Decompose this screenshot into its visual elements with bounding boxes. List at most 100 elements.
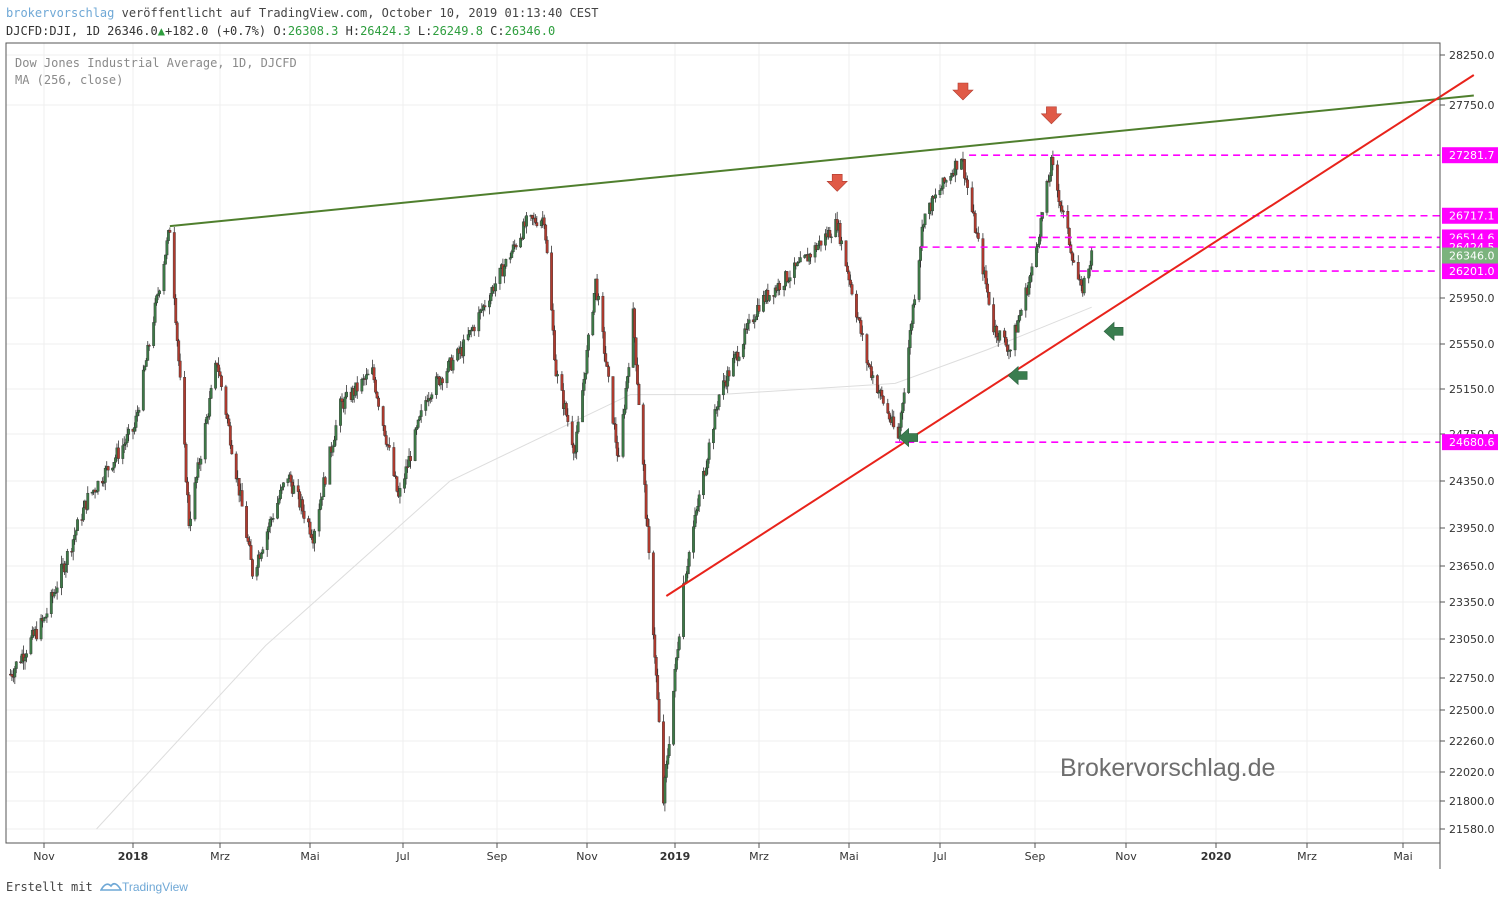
- candle-up: [585, 349, 589, 374]
- candle-down: [757, 305, 761, 312]
- candle-up: [279, 489, 282, 499]
- candle-down: [1079, 279, 1083, 286]
- candle-down: [544, 224, 548, 241]
- candle-down: [296, 485, 300, 492]
- candle-up: [627, 367, 631, 377]
- candle-down: [972, 211, 976, 214]
- last-price-tag: [1442, 247, 1498, 264]
- candle-up: [334, 425, 338, 441]
- tradingview-logo-icon[interactable]: [99, 880, 123, 894]
- candle-down: [859, 320, 863, 334]
- candle-up: [704, 467, 708, 476]
- candle-up: [331, 446, 335, 453]
- candle-down: [308, 521, 312, 535]
- candle-down: [973, 213, 977, 233]
- price-tick-label: 21800.0: [1449, 795, 1495, 808]
- candle-down: [886, 403, 890, 414]
- time-tick-label: Nov: [1115, 850, 1137, 863]
- candle-up: [466, 334, 470, 340]
- candle-up: [713, 409, 717, 430]
- candle-down: [846, 265, 849, 272]
- candle-up: [403, 478, 406, 489]
- resistance-trendline: [169, 94, 1474, 228]
- price-tick-label: 22500.0: [1449, 704, 1495, 717]
- author-name[interactable]: brokervorschlag: [6, 6, 115, 20]
- candle-down: [866, 362, 870, 365]
- candle-up: [419, 410, 423, 417]
- time-axis[interactable]: Nov 2018 Mrz Mai Jul Sep Nov 2019 Mrz Mai Jul Sep No…: [33, 843, 1413, 863]
- candle-up: [23, 657, 27, 662]
- high-value: 26424.3: [360, 24, 411, 38]
- tradingview-link[interactable]: TradingView: [121, 880, 188, 894]
- candle-up: [666, 755, 670, 765]
- candle-up: [71, 539, 75, 552]
- candle-down: [656, 675, 660, 700]
- candle-down: [887, 412, 891, 420]
- arrow-left-icon: [1103, 321, 1124, 342]
- candle-up: [917, 260, 921, 300]
- candle-down: [881, 395, 885, 404]
- candle-up: [14, 661, 18, 669]
- candle-up: [907, 347, 911, 393]
- candle-up: [136, 412, 139, 417]
- candle-up: [133, 427, 136, 432]
- candle-down: [217, 364, 220, 372]
- candle-up: [504, 259, 508, 267]
- candle-up: [214, 362, 217, 389]
- price-axis[interactable]: 28250.027750.025950.025550.025150.024750…: [1440, 49, 1495, 836]
- chart-markers: [826, 82, 1124, 448]
- candle-down: [372, 367, 376, 381]
- candle-down: [395, 476, 399, 492]
- candle-up: [743, 328, 747, 345]
- candle-up: [677, 636, 681, 650]
- candle-down: [483, 305, 487, 308]
- candle-up: [923, 213, 927, 225]
- candle-down: [172, 232, 176, 299]
- candle-up: [587, 334, 590, 351]
- candle-up: [418, 416, 422, 421]
- candle-up: [141, 369, 145, 411]
- candle-down: [644, 484, 648, 519]
- candle-down: [225, 414, 229, 420]
- price-tick-label: 25150.0: [1449, 383, 1495, 396]
- candle-down: [1072, 260, 1076, 263]
- candle-up: [489, 293, 493, 302]
- candle-down: [561, 390, 565, 409]
- candle-down: [601, 295, 605, 332]
- candle-up: [498, 267, 502, 284]
- candle-down: [844, 240, 848, 267]
- chart-grid: [6, 43, 1440, 843]
- candle-down: [550, 252, 553, 311]
- candle-up: [196, 462, 200, 478]
- candle-up: [575, 431, 579, 453]
- candle-up: [462, 339, 466, 357]
- candle-up: [404, 466, 408, 479]
- candle-up: [319, 499, 323, 510]
- low-label: L:: [417, 24, 433, 38]
- candle-down: [605, 361, 609, 367]
- candle-up: [741, 344, 745, 358]
- candle-down: [1067, 227, 1071, 245]
- candle-up: [576, 421, 580, 433]
- candle-up: [803, 255, 807, 258]
- candle-down: [178, 360, 182, 378]
- price-tick-label: 27750.0: [1449, 99, 1495, 112]
- candle-up: [345, 391, 348, 398]
- price-chart[interactable]: 28250.027750.025950.025550.025150.024750…: [0, 0, 1504, 870]
- candle-up: [1036, 244, 1040, 247]
- candle-up: [366, 373, 370, 376]
- candle-up: [415, 427, 419, 430]
- candle-down: [1055, 164, 1059, 191]
- candle-up: [55, 587, 59, 593]
- candle-up: [328, 446, 332, 485]
- candle-down: [1066, 211, 1070, 229]
- candle-down: [392, 447, 396, 476]
- level-price-label: 27281.7: [1449, 149, 1495, 162]
- candle-up: [268, 519, 272, 527]
- candle-down: [147, 345, 151, 347]
- candle-up: [539, 220, 543, 227]
- candle-up: [286, 478, 290, 483]
- candle-up: [276, 502, 279, 519]
- candle-up: [919, 246, 923, 261]
- candle-down: [551, 309, 555, 331]
